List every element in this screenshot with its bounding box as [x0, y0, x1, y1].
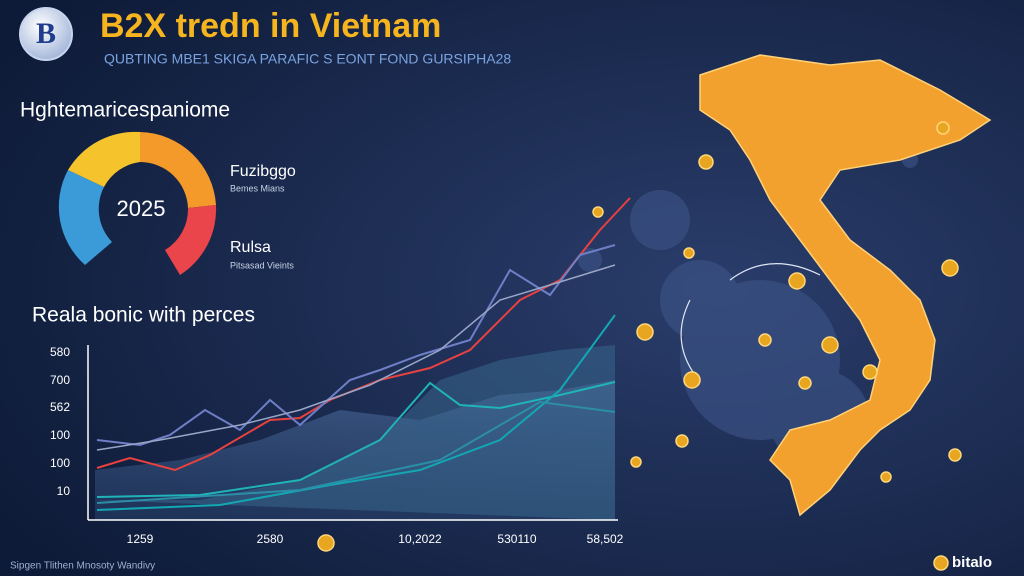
arrow: [729, 263, 821, 281]
x-label: 2580: [257, 532, 284, 546]
subtitle: QUBTING MBE1 SKIGA PARAFIC S EONT FOND G…: [104, 51, 511, 67]
section-heading: Reala bonic with perces: [32, 304, 255, 327]
gauge: [58, 131, 217, 275]
y-label: 10: [57, 484, 71, 498]
section-heading: Hghtemaricespaniome: [20, 99, 230, 122]
brand: bitalo: [952, 554, 992, 571]
coins: [317, 121, 962, 571]
legend-label: Fuzibggo: [230, 163, 296, 180]
x-label: 58,502: [587, 532, 624, 546]
footer-note: Sipgen Tlithen Mnosoty Wandivy: [10, 561, 155, 572]
y-label: 100: [50, 428, 70, 442]
dots: [578, 152, 918, 470]
arrow: [680, 299, 696, 376]
gauge-center: 2025: [117, 196, 166, 221]
x-label: 10,2022: [398, 532, 442, 546]
legend-sub: Pitsasad Vieints: [230, 260, 294, 270]
logo: B: [36, 17, 56, 50]
x-label: 530110: [497, 532, 536, 546]
legend-label: Rulsa: [230, 239, 271, 256]
y-label: 580: [50, 345, 70, 359]
map-vietnam: [699, 54, 992, 517]
y-label: 100: [50, 456, 70, 470]
y-label: 562: [50, 400, 70, 414]
logo-badge: [19, 7, 73, 61]
y-label: 700: [50, 373, 70, 387]
x-label: 1259: [127, 532, 154, 546]
title: B2X tredn in Vietnam: [100, 7, 441, 45]
line-chart: [87, 197, 631, 521]
legend-sub: Bemes Mians: [230, 183, 285, 193]
